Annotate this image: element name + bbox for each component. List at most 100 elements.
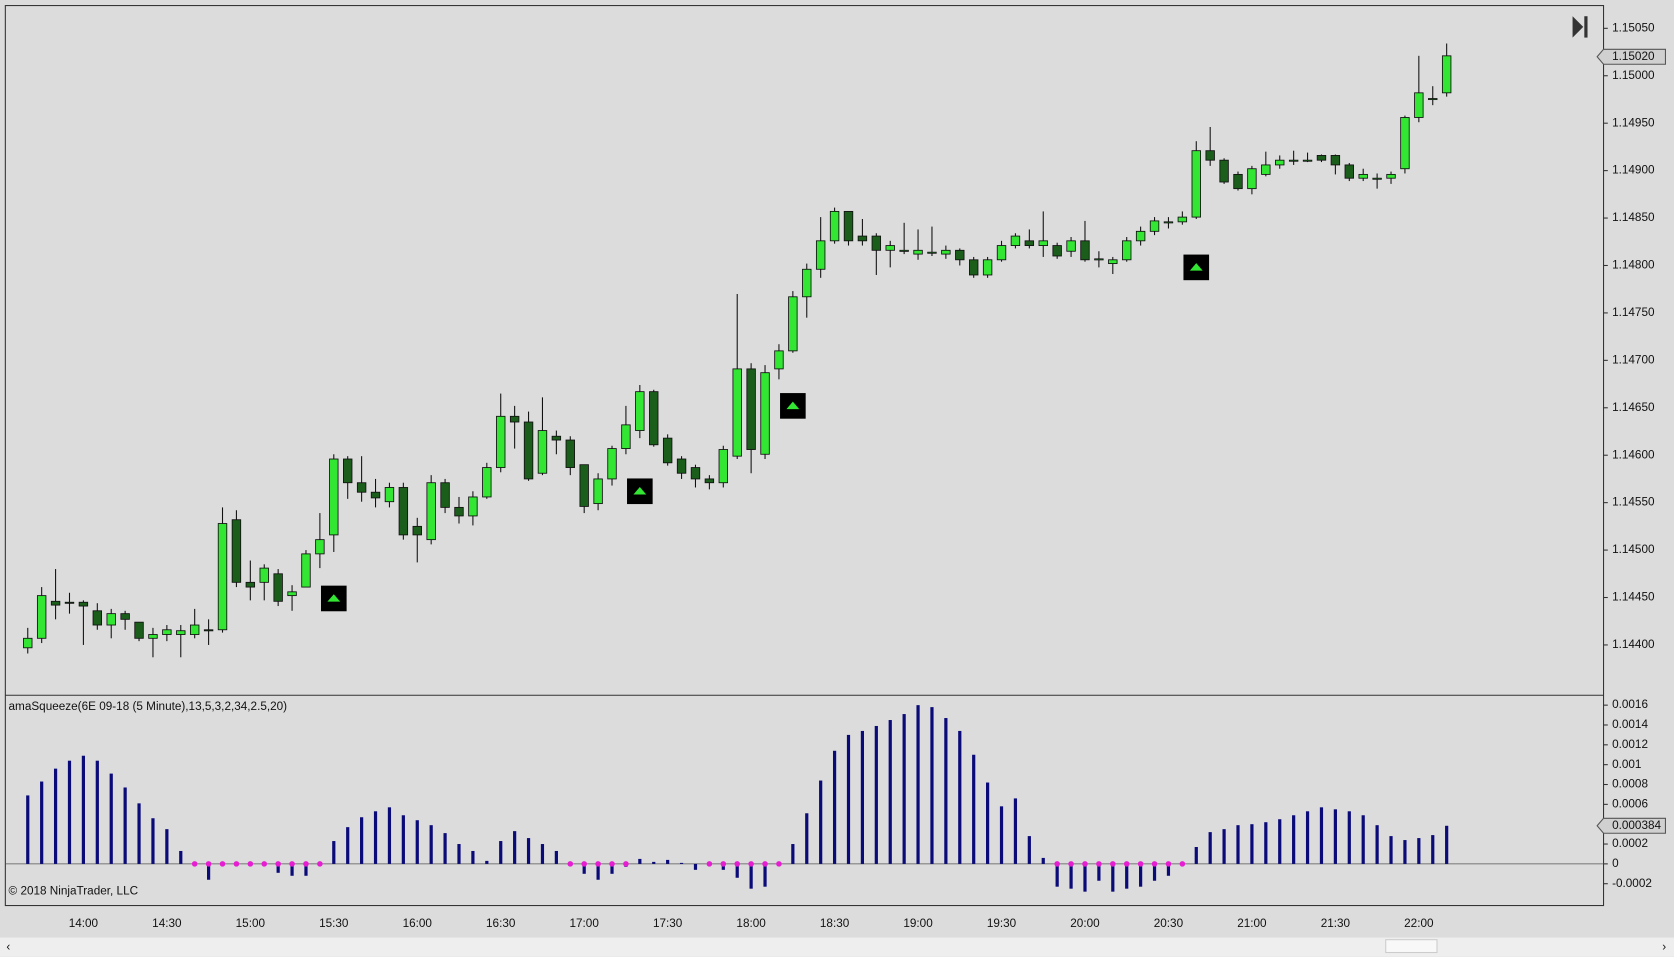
histogram-bar (1041, 857, 1045, 864)
candle-body (662, 437, 673, 464)
candle-body (802, 268, 812, 298)
y-tick-label: 1.14800 (1612, 259, 1655, 272)
y-tick-label: 1.14700 (1612, 353, 1655, 366)
candle-body (203, 629, 214, 632)
squeeze-dot (1179, 861, 1186, 867)
histogram-bar (485, 860, 489, 864)
histogram-bar (693, 863, 698, 870)
candle-body (1191, 150, 1201, 218)
candle-body (1247, 168, 1257, 190)
y-tick-label: 1.14400 (1612, 638, 1655, 651)
candle-body (496, 415, 506, 468)
histogram-bar (888, 720, 892, 864)
candle-body (482, 467, 492, 498)
scroll-thumb[interactable] (1385, 939, 1438, 954)
histogram-bar (819, 780, 823, 864)
histogram-bar (596, 863, 600, 880)
candle-body (231, 519, 242, 583)
histogram-bar (1139, 863, 1143, 887)
histogram-bar (457, 844, 461, 864)
y-tick-label: 1.14500 (1612, 543, 1655, 556)
candle-body (1080, 240, 1090, 261)
histogram-bar (805, 813, 809, 864)
candle-body (301, 553, 311, 588)
candle-body (398, 487, 409, 536)
squeeze-dot (748, 861, 754, 867)
end-bar (1584, 16, 1588, 38)
histogram-bar (1194, 847, 1198, 864)
histogram-bar (666, 859, 670, 864)
histogram-bar (26, 795, 30, 864)
histogram-bar (1152, 863, 1157, 881)
histogram-bar (179, 850, 183, 864)
y-tick-label: 0.0008 (1612, 778, 1648, 791)
histogram-bar (846, 734, 851, 864)
histogram-bar (972, 754, 976, 864)
histogram-bar (276, 863, 280, 873)
histogram-bar (874, 725, 878, 864)
squeeze-dot (303, 861, 309, 867)
histogram-bar (1375, 825, 1379, 864)
histogram-bar (1445, 825, 1449, 864)
histogram-bar (109, 773, 113, 864)
end-button[interactable] (1572, 16, 1588, 38)
candle-body (412, 525, 422, 536)
candle-body (440, 482, 450, 508)
candle-body (899, 249, 909, 252)
y-tick-label: 0 (1612, 857, 1619, 870)
candle-body (23, 637, 33, 649)
candle-body (996, 245, 1007, 261)
squeeze-dot (623, 861, 629, 867)
histogram-bar (1264, 822, 1268, 864)
histogram-bar (610, 863, 614, 874)
histogram-bar (1417, 838, 1421, 864)
scroll-right[interactable]: › (1662, 940, 1666, 953)
y-tick-label: 1.14450 (1612, 591, 1655, 604)
squeeze-dot (191, 861, 198, 867)
histogram-bar (151, 818, 155, 864)
squeeze-dot (219, 861, 226, 867)
x-tick-label: 16:30 (486, 917, 516, 930)
scrollbar[interactable] (0, 937, 1674, 957)
histogram-bar (1333, 809, 1337, 864)
histogram-bar (1305, 811, 1310, 864)
candle-body (1400, 117, 1410, 170)
candle-body (1066, 240, 1076, 252)
candle-body (704, 478, 715, 484)
candle-body (857, 235, 868, 242)
y-tick-label: 1.14850 (1612, 211, 1655, 224)
candle-body (1135, 230, 1146, 242)
x-tick-label: 22:00 (1404, 917, 1434, 930)
y-tick-label: 1.14750 (1612, 306, 1655, 319)
scroll-left[interactable]: ‹ (6, 940, 10, 953)
y-tick-label: 0.0006 (1612, 797, 1648, 810)
y-tick-label: 1.14550 (1612, 496, 1655, 509)
candle-body (1316, 155, 1327, 161)
squeeze-dot (1151, 861, 1158, 867)
x-tick-label: 18:00 (736, 917, 766, 930)
histogram-bar (415, 820, 419, 864)
candle-body (1288, 159, 1299, 162)
candle-body (356, 482, 367, 493)
x-tick-label: 16:00 (403, 917, 433, 930)
x-tick-label: 21:00 (1237, 917, 1267, 930)
candle-body (189, 624, 200, 635)
signal-arrow (786, 401, 800, 410)
end-arrow (1572, 16, 1584, 38)
candle-body (649, 391, 659, 446)
histogram-bar (1236, 825, 1240, 864)
candle-body (36, 595, 47, 639)
indicator-title: amaSqueeze(6E 09-18 (5 Minute),13,5,3,2,… (9, 700, 288, 713)
histogram-bar (513, 831, 517, 864)
candle-body (92, 610, 103, 626)
candle-body (1205, 150, 1215, 161)
candle-body (343, 458, 353, 484)
histogram-bar (652, 861, 656, 864)
histogram-bar (1069, 863, 1073, 889)
candle-body (1219, 159, 1229, 183)
signal-arrow (633, 486, 647, 495)
squeeze-dot (275, 861, 281, 867)
histogram-bar (1250, 824, 1254, 864)
